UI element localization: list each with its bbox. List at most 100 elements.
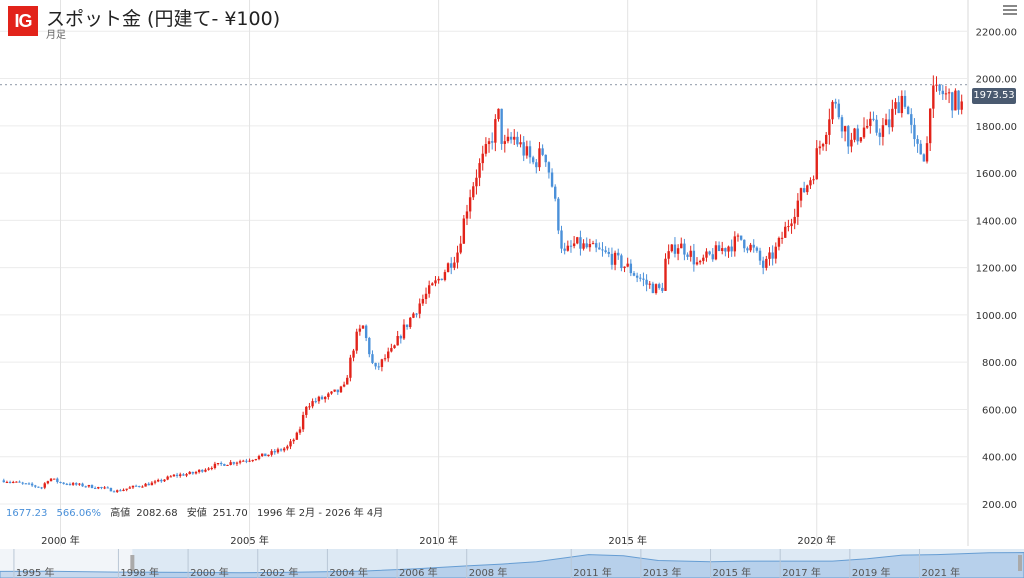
candle-body bbox=[418, 303, 421, 314]
candle-body bbox=[254, 459, 258, 461]
candle-body bbox=[560, 230, 563, 249]
navigator-tick-label: 2021 年 bbox=[922, 566, 961, 578]
candle-body bbox=[875, 119, 878, 133]
candle-body bbox=[516, 136, 519, 145]
candle-body bbox=[513, 136, 516, 140]
candle-body bbox=[954, 90, 957, 111]
x-tick-label: 2020 年 bbox=[797, 534, 836, 547]
candle-body bbox=[755, 247, 759, 251]
candle-body bbox=[771, 252, 774, 259]
navigator[interactable]: 1995 年 1998 年 2000 年 2002 年 2004 年 2006 年 2008… bbox=[0, 549, 1024, 578]
candle-body bbox=[657, 284, 661, 288]
candle-body bbox=[780, 237, 784, 239]
candle-body bbox=[248, 460, 251, 462]
candle-body bbox=[34, 485, 37, 487]
candle-body bbox=[100, 487, 103, 489]
chart-title: スポット金 (円建て- ¥100) bbox=[46, 8, 281, 30]
navigator-tick-label: 2011 年 bbox=[573, 566, 612, 578]
candle-body bbox=[626, 263, 629, 267]
candle-body bbox=[295, 432, 299, 440]
candle-body bbox=[944, 93, 948, 95]
candle-body bbox=[314, 401, 317, 403]
candle-body bbox=[572, 243, 576, 247]
candle-body bbox=[456, 252, 459, 263]
candle-body bbox=[563, 248, 566, 251]
candle-body bbox=[509, 136, 513, 140]
candle-body bbox=[226, 464, 229, 466]
candle-body bbox=[601, 249, 604, 251]
candle-body bbox=[358, 328, 362, 332]
candle-body bbox=[698, 260, 702, 263]
candles-layer bbox=[2, 75, 963, 493]
candle-body bbox=[686, 254, 689, 257]
candle-body bbox=[172, 474, 176, 477]
candle-body bbox=[150, 482, 154, 486]
candle-body bbox=[856, 128, 859, 142]
candle-body bbox=[487, 141, 491, 145]
x-tick-label: 2000 年 bbox=[41, 534, 80, 547]
last-price-badge: 1973.53 bbox=[972, 88, 1016, 104]
high-label: 高値 bbox=[110, 508, 131, 519]
candle-body bbox=[390, 348, 393, 352]
candle-body bbox=[837, 103, 841, 118]
y-tick-label: 1200.00 bbox=[976, 264, 1017, 275]
candle-body bbox=[427, 285, 431, 294]
interval-label[interactable]: 月足 bbox=[46, 30, 66, 41]
candle-body bbox=[327, 393, 330, 397]
candle-body bbox=[377, 366, 380, 368]
candle-body bbox=[831, 101, 834, 120]
candle-body bbox=[361, 325, 365, 329]
candle-body bbox=[84, 486, 87, 488]
candle-body bbox=[821, 144, 825, 147]
hamburger-menu-icon[interactable] bbox=[1003, 3, 1017, 15]
candle-body bbox=[2, 480, 5, 483]
candle-body bbox=[399, 335, 403, 339]
candle-body bbox=[761, 260, 765, 268]
candle-body bbox=[922, 154, 926, 162]
candle-body bbox=[270, 451, 273, 455]
candle-body bbox=[443, 272, 447, 280]
candle-body bbox=[475, 177, 478, 187]
candle-body bbox=[888, 119, 891, 128]
candle-body bbox=[52, 478, 56, 480]
candle-body bbox=[582, 243, 585, 249]
candle-body bbox=[913, 124, 916, 140]
candle-body bbox=[106, 487, 109, 489]
candle-body bbox=[604, 250, 607, 252]
candle-body bbox=[323, 396, 327, 400]
candle-body bbox=[705, 251, 708, 258]
candle-body bbox=[450, 263, 453, 268]
x-tick-label: 2015 年 bbox=[608, 534, 647, 547]
candle-body bbox=[49, 478, 53, 482]
candle-body bbox=[197, 469, 201, 473]
candle-body bbox=[840, 117, 844, 132]
candle-body bbox=[676, 248, 680, 254]
y-axis: 200.00 400.00 600.00 800.00 1000.00 1200.00 14… bbox=[976, 27, 1017, 511]
candle-body bbox=[793, 216, 796, 224]
candle-body bbox=[238, 461, 242, 463]
y-tick-label: 200.00 bbox=[982, 500, 1017, 511]
candle-body bbox=[506, 136, 510, 142]
candle-body bbox=[670, 244, 674, 252]
candle-body bbox=[635, 275, 639, 278]
candle-body bbox=[951, 92, 954, 111]
candle-body bbox=[843, 126, 847, 132]
candle-body bbox=[941, 90, 944, 95]
candle-body bbox=[109, 487, 113, 492]
candle-body bbox=[903, 95, 907, 107]
candle-body bbox=[396, 335, 399, 346]
candle-body bbox=[286, 446, 289, 449]
candle-body bbox=[828, 119, 831, 135]
candle-body bbox=[194, 472, 198, 474]
candle-body bbox=[147, 483, 150, 486]
candle-body bbox=[881, 125, 885, 137]
candle-body bbox=[878, 132, 881, 137]
candle-body bbox=[320, 396, 324, 400]
candle-body bbox=[207, 468, 210, 470]
candle-body bbox=[191, 471, 195, 474]
ig-logo: IG bbox=[8, 6, 38, 36]
candle-body bbox=[245, 460, 248, 462]
candle-body bbox=[188, 471, 191, 475]
candle-body bbox=[661, 287, 664, 291]
